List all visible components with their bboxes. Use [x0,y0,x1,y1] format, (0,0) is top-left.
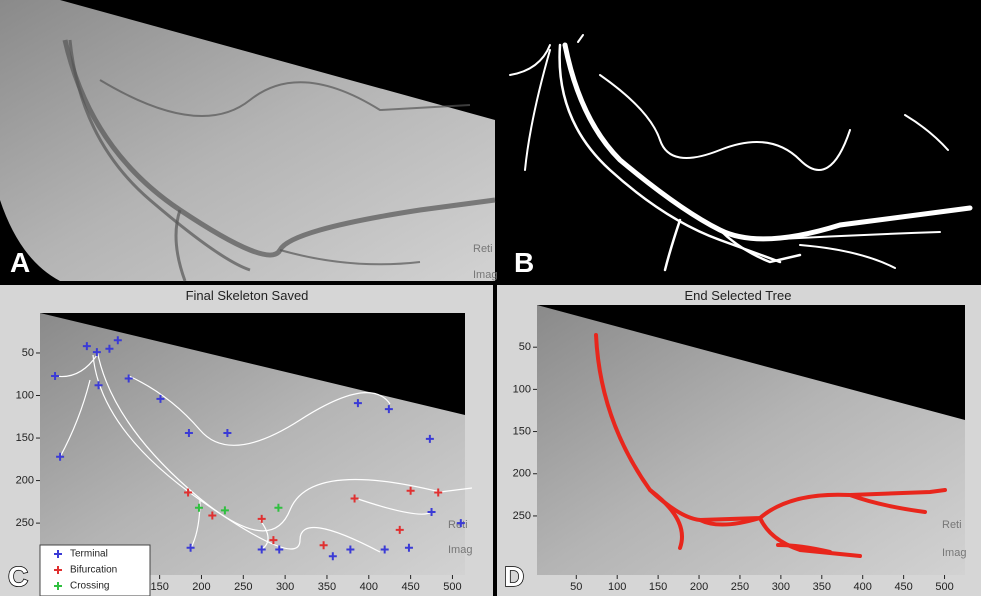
x-tick-label: 50 [570,581,582,593]
panel-label: D [504,561,524,592]
y-tick-label: 50 [519,341,531,353]
x-tick-label: 350 [318,581,336,593]
panel-title: Final Skeleton Saved [186,288,309,303]
watermark: Reti [942,519,962,531]
y-tick-label: 250 [513,510,531,522]
panel-label: C [8,561,28,592]
panel-c: Final Skeleton Saved Reti Imag 50 100 150 2… [0,285,493,596]
x-tick-label: 450 [894,581,912,593]
x-tick-label: 500 [443,581,461,593]
y-tick-label: 250 [16,517,34,529]
y-tick-label: 200 [513,468,531,480]
legend-label: Terminal [70,549,108,560]
y-tick-label: 100 [16,389,34,401]
x-tick-label: 150 [150,581,168,593]
x-tick-label: 400 [360,581,378,593]
legend-label: Crossing [70,581,109,592]
x-tick-label: 300 [276,581,294,593]
watermark: Reti [473,243,493,255]
y-tick-label: 150 [513,425,531,437]
x-tick-label: 200 [690,581,708,593]
y-tick-label: 200 [16,474,34,486]
panel-b: B [499,0,981,281]
x-tick-label: 250 [731,581,749,593]
figure: Reti Imag A B Final Skeleton Saved [0,0,981,596]
x-tick-label: 200 [192,581,210,593]
x-tick-label: 250 [234,581,252,593]
x-tick-label: 400 [854,581,872,593]
legend-label: Bifurcation [70,565,117,576]
panel-label: B [514,247,534,278]
y-tick-label: 100 [513,383,531,395]
panel-title: End Selected Tree [685,288,792,303]
x-tick-label: 500 [935,581,953,593]
watermark: Reti [448,519,468,531]
x-tick-label: 300 [772,581,790,593]
y-tick-label: 50 [22,347,34,359]
x-tick-label: 100 [608,581,626,593]
panel-a: Reti Imag A [0,0,497,281]
x-tick-label: 450 [401,581,419,593]
watermark: Imag [473,269,497,281]
x-tick-label: 150 [649,581,667,593]
panel-d: End Selected Tree Reti Imag 50 100 150 200 2… [497,285,981,596]
panel-label: A [10,247,30,278]
legend: Terminal Bifurcation Crossing [40,545,150,596]
y-tick-label: 150 [16,432,34,444]
watermark: Imag [942,547,966,559]
x-tick-label: 350 [813,581,831,593]
watermark: Imag [448,544,472,556]
